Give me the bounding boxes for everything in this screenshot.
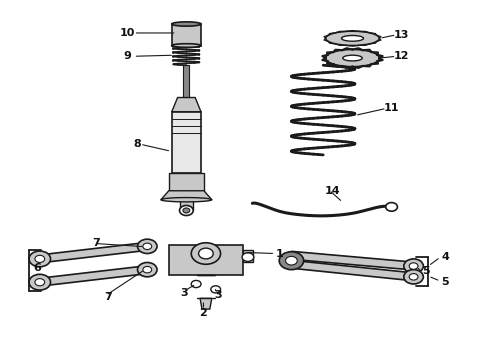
Circle shape: [409, 263, 418, 269]
Circle shape: [211, 286, 220, 293]
Text: 11: 11: [384, 103, 399, 113]
Text: 9: 9: [124, 51, 132, 61]
Circle shape: [138, 262, 157, 277]
Polygon shape: [179, 200, 193, 211]
Circle shape: [409, 274, 418, 280]
Ellipse shape: [172, 22, 201, 26]
Text: 6: 6: [33, 263, 41, 273]
Circle shape: [35, 279, 45, 286]
Ellipse shape: [172, 44, 201, 47]
Polygon shape: [39, 266, 148, 286]
Circle shape: [191, 280, 201, 288]
Text: 14: 14: [325, 186, 341, 196]
Text: 12: 12: [393, 51, 409, 61]
Polygon shape: [172, 98, 201, 112]
Text: 4: 4: [441, 252, 449, 262]
Polygon shape: [183, 65, 189, 98]
Polygon shape: [39, 242, 148, 263]
Polygon shape: [291, 251, 414, 270]
Text: 7: 7: [92, 238, 100, 248]
Circle shape: [242, 253, 254, 261]
Ellipse shape: [326, 49, 379, 67]
Text: 3: 3: [214, 290, 222, 300]
Text: 10: 10: [120, 28, 135, 38]
Circle shape: [35, 255, 45, 262]
Ellipse shape: [326, 31, 379, 45]
Circle shape: [183, 208, 190, 213]
Polygon shape: [291, 260, 415, 281]
Polygon shape: [169, 245, 243, 275]
Circle shape: [279, 252, 304, 270]
Circle shape: [29, 251, 50, 267]
Circle shape: [143, 243, 152, 249]
Ellipse shape: [161, 198, 212, 202]
Ellipse shape: [343, 55, 362, 61]
Polygon shape: [200, 298, 212, 309]
Polygon shape: [169, 173, 204, 191]
Polygon shape: [172, 112, 201, 173]
Circle shape: [138, 239, 157, 253]
Polygon shape: [161, 191, 212, 200]
Circle shape: [404, 270, 423, 284]
Circle shape: [191, 243, 220, 264]
Polygon shape: [243, 250, 253, 262]
Circle shape: [179, 206, 193, 216]
Text: 1: 1: [275, 248, 283, 258]
Ellipse shape: [342, 36, 364, 41]
Text: 7: 7: [104, 292, 112, 302]
Text: 3: 3: [180, 288, 188, 298]
Text: 8: 8: [134, 139, 142, 149]
Polygon shape: [172, 24, 201, 45]
Circle shape: [286, 256, 297, 265]
Text: 5: 5: [441, 277, 449, 287]
Circle shape: [404, 259, 423, 273]
Circle shape: [143, 266, 152, 273]
Text: 2: 2: [199, 308, 207, 318]
Circle shape: [386, 203, 397, 211]
Text: 5: 5: [422, 266, 430, 276]
Circle shape: [29, 274, 50, 290]
Text: 13: 13: [393, 30, 409, 40]
Circle shape: [198, 248, 213, 259]
